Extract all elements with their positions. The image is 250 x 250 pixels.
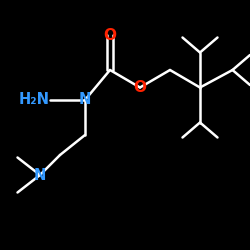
Text: H₂N: H₂N — [19, 92, 50, 108]
Text: O: O — [134, 80, 146, 95]
Text: O: O — [104, 28, 117, 42]
Text: N: N — [34, 168, 46, 182]
Text: N: N — [79, 92, 91, 108]
